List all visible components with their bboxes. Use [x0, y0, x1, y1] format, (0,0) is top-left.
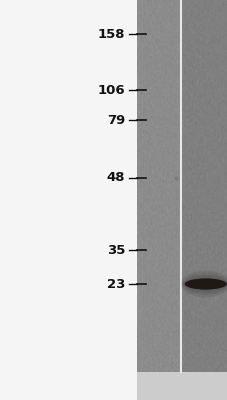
- Bar: [136, 0, 180, 372]
- Ellipse shape: [182, 274, 227, 294]
- Text: 158: 158: [97, 28, 125, 40]
- Text: 23: 23: [106, 278, 125, 290]
- Ellipse shape: [181, 272, 227, 296]
- Text: 48: 48: [106, 172, 125, 184]
- Bar: [0, 0, 136, 400]
- Ellipse shape: [180, 270, 227, 298]
- Text: 106: 106: [97, 84, 125, 96]
- Bar: [136, 372, 227, 400]
- Text: 35: 35: [106, 244, 125, 256]
- Ellipse shape: [184, 278, 226, 290]
- Ellipse shape: [183, 276, 227, 292]
- Text: 79: 79: [107, 114, 125, 126]
- Bar: [180, 0, 227, 372]
